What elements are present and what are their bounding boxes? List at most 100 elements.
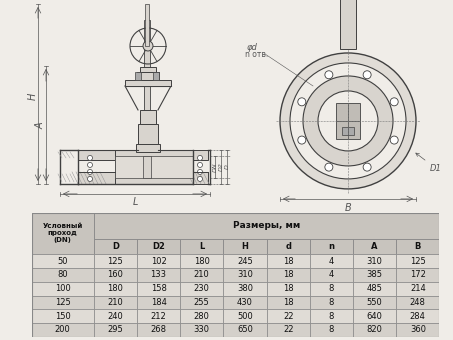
Polygon shape (146, 164, 152, 178)
Circle shape (298, 136, 306, 144)
Bar (310, 268, 353, 282)
Bar (180, 295, 223, 309)
Text: 125: 125 (107, 257, 123, 266)
Bar (180, 268, 223, 282)
Bar (94, 212, 439, 239)
Text: 310: 310 (237, 271, 253, 279)
Text: 4: 4 (329, 257, 334, 266)
Bar (310, 254, 353, 268)
Bar (310, 282, 353, 295)
Text: 200: 200 (55, 325, 71, 334)
Text: D1: D1 (416, 153, 442, 173)
Text: 8: 8 (329, 284, 334, 293)
Text: 212: 212 (151, 311, 166, 321)
Circle shape (390, 136, 398, 144)
Circle shape (318, 91, 378, 151)
Text: 4: 4 (329, 271, 334, 279)
Circle shape (87, 169, 92, 174)
Text: D: D (225, 165, 230, 169)
Circle shape (303, 76, 393, 166)
Circle shape (298, 98, 306, 106)
Text: 210: 210 (107, 298, 123, 307)
Text: 430: 430 (237, 298, 253, 307)
Bar (223, 282, 266, 295)
Bar (396, 239, 439, 254)
Bar (32, 268, 94, 282)
Circle shape (363, 163, 371, 171)
Bar (32, 212, 94, 254)
Text: L: L (132, 197, 138, 207)
Bar (266, 268, 310, 282)
Text: 550: 550 (367, 298, 382, 307)
Bar (353, 239, 396, 254)
Bar (135, 72, 141, 80)
Text: 18: 18 (283, 298, 294, 307)
Bar (396, 282, 439, 295)
Bar (266, 295, 310, 309)
Bar (223, 295, 266, 309)
Circle shape (198, 176, 202, 182)
Text: 184: 184 (150, 298, 167, 307)
Text: H: H (28, 92, 38, 100)
Text: 240: 240 (107, 311, 123, 321)
Bar (266, 282, 310, 295)
Text: 284: 284 (410, 311, 426, 321)
Bar (125, 80, 171, 86)
Bar (310, 323, 353, 337)
Bar (153, 72, 159, 80)
Bar (180, 254, 223, 268)
Bar (353, 295, 396, 309)
Circle shape (280, 53, 416, 189)
Circle shape (363, 71, 371, 79)
Text: 295: 295 (107, 325, 123, 334)
Bar (396, 268, 439, 282)
Text: d: d (285, 242, 291, 251)
Text: H: H (241, 242, 248, 251)
Bar (223, 254, 266, 268)
Text: 125: 125 (55, 298, 71, 307)
Bar (342, 127, 354, 135)
Circle shape (325, 163, 333, 171)
Text: 102: 102 (151, 257, 166, 266)
Bar (137, 295, 180, 309)
Circle shape (198, 163, 202, 167)
Bar (137, 309, 180, 323)
Text: 310: 310 (366, 257, 382, 266)
Text: DN: DN (212, 162, 217, 172)
Text: D2: D2 (218, 163, 223, 171)
Text: Условный
проход
(DN): Условный проход (DN) (43, 223, 83, 243)
Text: 172: 172 (410, 271, 426, 279)
Text: A: A (371, 242, 378, 251)
Bar (180, 282, 223, 295)
Bar (94, 323, 137, 337)
Text: A: A (36, 123, 46, 129)
Circle shape (390, 98, 398, 106)
Text: 180: 180 (194, 257, 210, 266)
Bar (353, 323, 396, 337)
Text: 18: 18 (283, 284, 294, 293)
Text: n: n (328, 242, 334, 251)
Bar (396, 309, 439, 323)
Text: 8: 8 (329, 311, 334, 321)
Bar (266, 309, 310, 323)
Text: 280: 280 (194, 311, 210, 321)
Text: 640: 640 (366, 311, 382, 321)
Bar (94, 295, 137, 309)
Bar (136, 144, 160, 152)
Text: 50: 50 (58, 257, 68, 266)
Text: 22: 22 (283, 311, 294, 321)
Bar (193, 172, 208, 184)
Text: 820: 820 (366, 325, 382, 334)
Bar (137, 282, 180, 295)
Text: 125: 125 (410, 257, 426, 266)
Bar (32, 254, 94, 268)
Bar (353, 282, 396, 295)
Text: 245: 245 (237, 257, 253, 266)
Bar (353, 309, 396, 323)
Circle shape (87, 163, 92, 167)
Text: 385: 385 (366, 271, 383, 279)
Bar (145, 4, 149, 46)
Circle shape (87, 155, 92, 160)
Bar (396, 254, 439, 268)
Bar (266, 323, 310, 337)
